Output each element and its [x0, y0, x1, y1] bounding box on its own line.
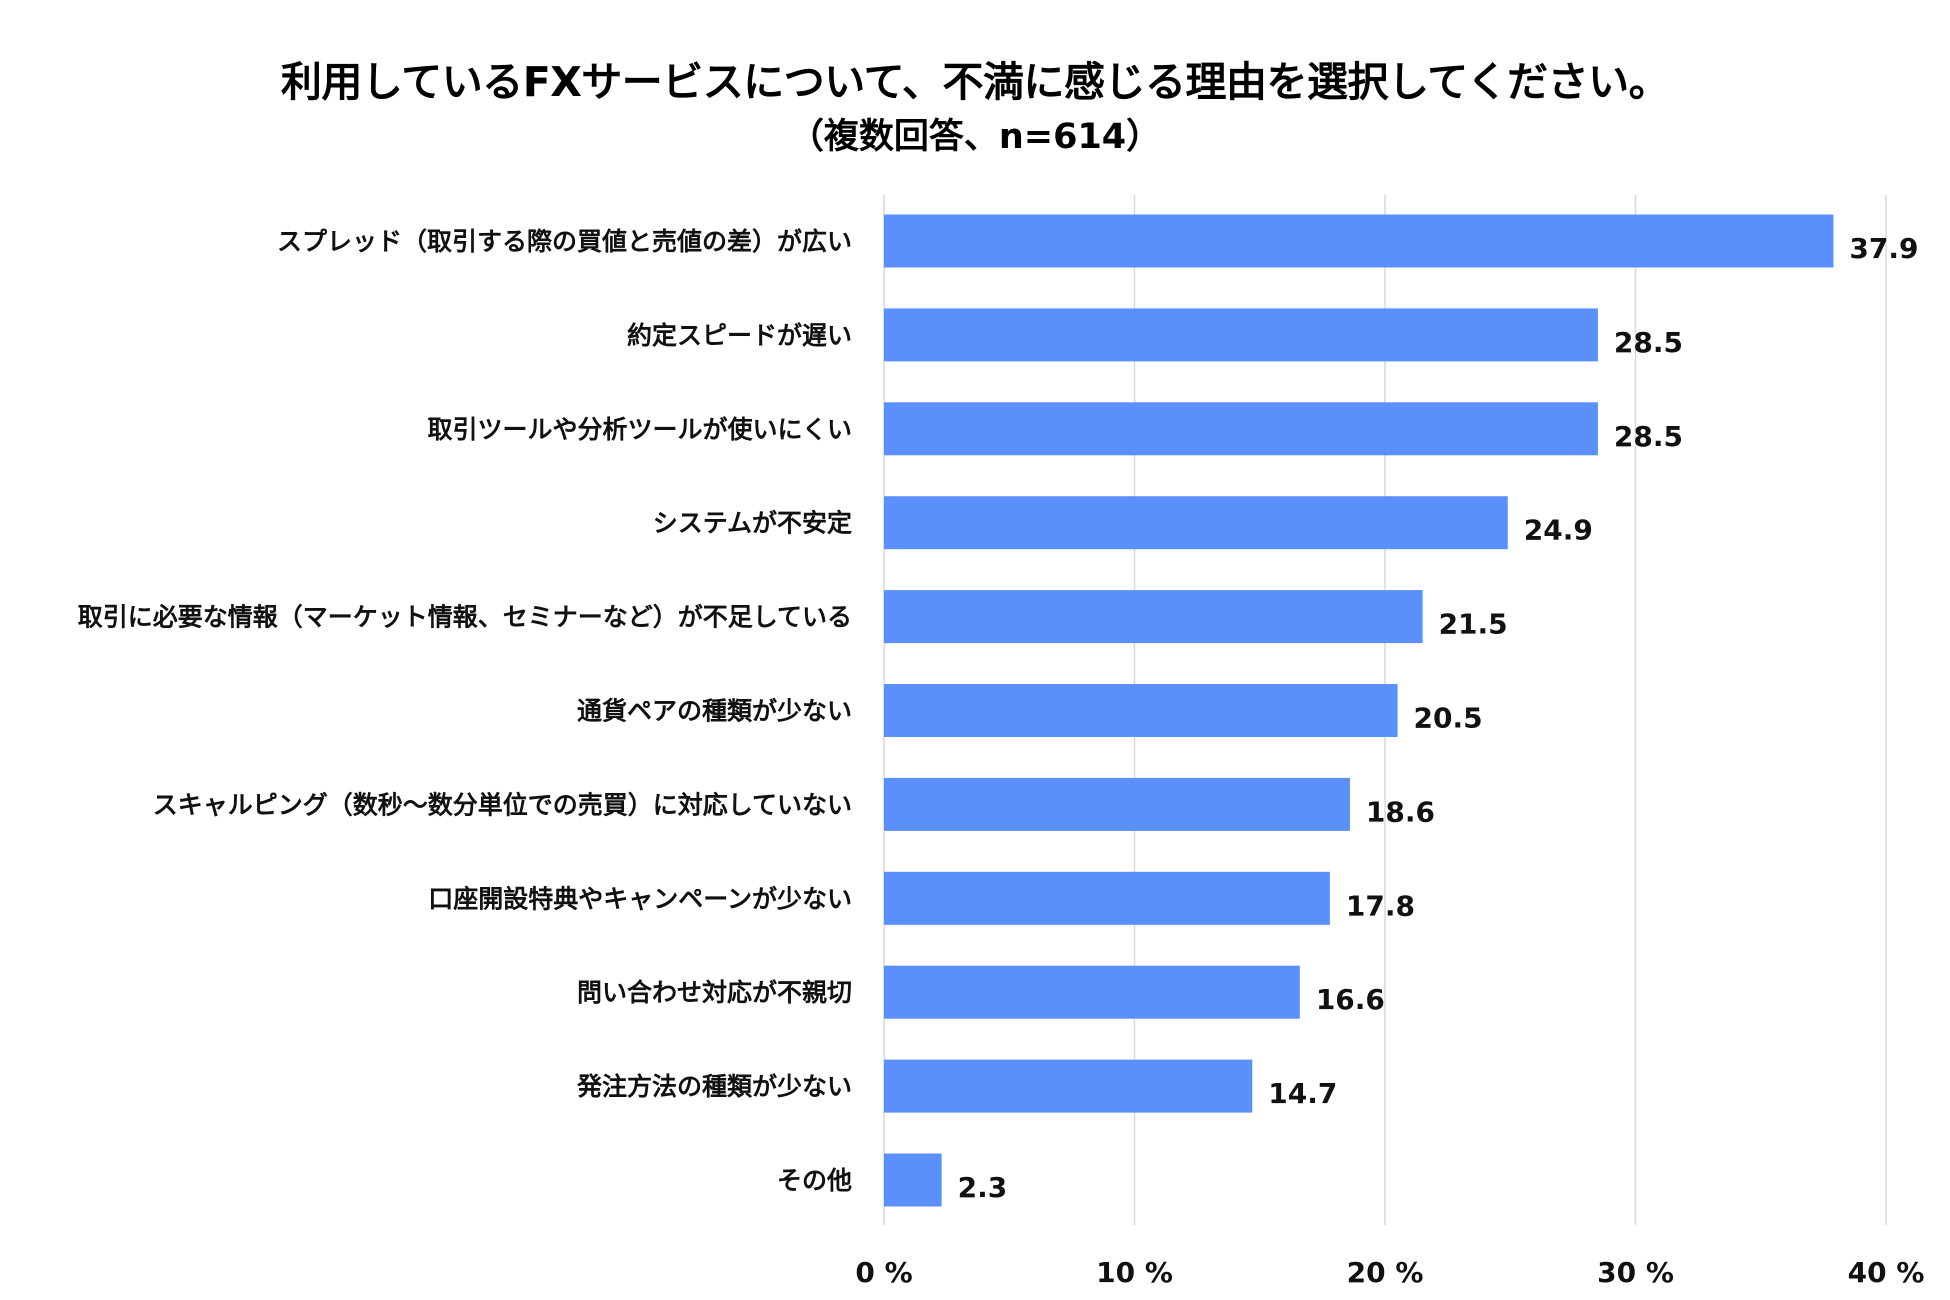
- bar: [884, 871, 1330, 925]
- category-label: システムが不安定: [653, 509, 852, 538]
- data-label: 18.6: [1366, 795, 1435, 828]
- category-label: スキャルピング（数秒～数分単位での売買）に対応していない: [153, 790, 852, 819]
- data-label: 28.5: [1614, 420, 1683, 453]
- category-label: 口座開設特典やキャンペーンが少ない: [428, 884, 852, 913]
- x-tick-label: 20 %: [1347, 1256, 1424, 1289]
- category-label: 発注方法の種類が少ない: [576, 1072, 852, 1101]
- x-tick-label: 0 %: [855, 1256, 912, 1289]
- data-label: 14.7: [1268, 1077, 1337, 1110]
- category-label: その他: [777, 1166, 852, 1195]
- bar: [884, 308, 1598, 362]
- bar: [884, 684, 1398, 737]
- data-label: 2.3: [958, 1171, 1008, 1204]
- bar: [884, 590, 1423, 644]
- bar: [884, 777, 1350, 831]
- category-label: 通貨ペアの種類が少ない: [577, 697, 852, 726]
- bar: [884, 965, 1300, 1019]
- category-label: スプレッド（取引する際の買値と売値の差）が広い: [277, 227, 852, 256]
- data-label: 24.9: [1524, 514, 1593, 547]
- bar: [884, 496, 1508, 550]
- data-label: 16.6: [1316, 983, 1385, 1016]
- data-label: 37.9: [1849, 232, 1918, 265]
- category-label: 問い合わせ対応が不親切: [577, 978, 852, 1007]
- data-label: 20.5: [1414, 702, 1483, 735]
- chart-subtitle: （複数回答、n=614）: [788, 117, 1162, 157]
- category-label: 取引ツールや分析ツールが使いにくい: [427, 415, 852, 444]
- data-label: 17.8: [1346, 889, 1415, 922]
- x-tick-label: 30 %: [1597, 1256, 1674, 1289]
- category-label: 約定スピードが遅い: [627, 321, 852, 350]
- x-tick-label: 40 %: [1848, 1256, 1925, 1289]
- bar: [884, 1059, 1253, 1113]
- bar: [884, 402, 1598, 456]
- chart-title: 利用しているFXサービスについて、不満に感じる理由を選択してください。: [280, 58, 1670, 106]
- bar: [884, 214, 1834, 268]
- data-label: 21.5: [1439, 608, 1508, 641]
- bar: [884, 1153, 942, 1207]
- x-tick-label: 10 %: [1096, 1256, 1173, 1289]
- category-label: 取引に必要な情報（マーケット情報、セミナーなど）が不足している: [78, 603, 852, 632]
- data-label: 28.5: [1614, 326, 1683, 359]
